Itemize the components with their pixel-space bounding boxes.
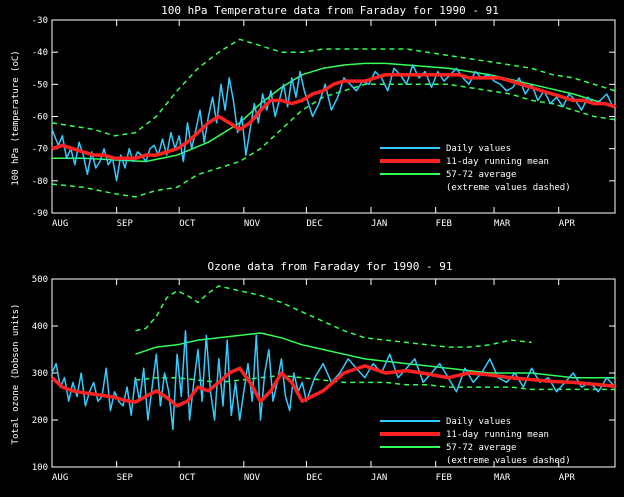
legend-average-label: 57-72 average xyxy=(446,443,516,453)
temperature-x-month-label: MAR xyxy=(494,219,511,229)
temperature-y-tick-label: -70 xyxy=(32,145,48,155)
ozone-y-axis-label: Total ozone (Dobson units) xyxy=(11,304,21,445)
ozone-panel: Ozone data from Faraday for 1990 - 91 To… xyxy=(11,260,616,483)
ozone-y-tick-label: 400 xyxy=(32,322,48,332)
ozone-daily-line xyxy=(51,329,616,431)
ozone-x-month-label: NOV xyxy=(244,473,261,483)
legend-extremes-note: (extreme values dashed) xyxy=(446,183,571,193)
ozone-legend: Daily values 11-day running mean 57-72 a… xyxy=(380,417,571,466)
ozone-x-month-label: JAN xyxy=(371,473,387,483)
ozone-x-month-label: AUG xyxy=(52,473,68,483)
ozone-x-month-label: SEP xyxy=(117,473,134,483)
legend-extremes-note: (extreme values dashed) xyxy=(446,456,571,466)
legend-daily-label: Daily values xyxy=(446,144,511,154)
temperature-y-tick-label: -30 xyxy=(32,16,48,26)
legend-daily-label: Daily values xyxy=(446,417,511,427)
temperature-x-month-label: FEB xyxy=(436,219,452,229)
temperature-average-line xyxy=(52,62,616,163)
temperature-min-dashed-line xyxy=(51,83,616,198)
temperature-x-month-label: SEP xyxy=(117,219,134,229)
ozone-x-month-label: DEC xyxy=(306,473,322,483)
temperature-x-month-label: JAN xyxy=(371,219,387,229)
ozone-x-month-label: MAR xyxy=(494,473,511,483)
temperature-daily-line xyxy=(51,64,614,182)
ozone-mean-line xyxy=(50,364,616,408)
ozone-max-dashed-line xyxy=(135,285,532,348)
ozone-x-month-label: APR xyxy=(559,473,576,483)
temperature-legend: Daily values 11-day running mean 57-72 a… xyxy=(380,144,571,193)
ozone-x-month-label: OCT xyxy=(179,473,196,483)
temperature-mean-line xyxy=(51,72,616,161)
temperature-x-month-label: AUG xyxy=(52,219,68,229)
temperature-x-month-label: DEC xyxy=(306,219,322,229)
temperature-x-month-label: NOV xyxy=(244,219,261,229)
ozone-y-tick-label: 500 xyxy=(32,275,48,285)
temperature-y-tick-label: -90 xyxy=(32,209,48,219)
ozone-y-tick-label: 200 xyxy=(32,416,48,426)
temperature-y-tick-label: -40 xyxy=(32,48,48,58)
legend-mean-label: 11-day running mean xyxy=(446,157,549,167)
legend-average-label: 57-72 average xyxy=(446,170,516,180)
temperature-y-axis-label: 100 hPa (temperature (oC) xyxy=(11,50,21,185)
legend-mean-label: 11-day running mean xyxy=(446,430,549,440)
ozone-y-tick-label: 100 xyxy=(32,463,48,473)
temperature-x-month-label: APR xyxy=(559,219,576,229)
temperature-chart-title: 100 hPa Temperature data from Faraday fo… xyxy=(161,4,499,17)
ozone-chart-title: Ozone data from Faraday for 1990 - 91 xyxy=(207,260,452,273)
temperature-panel: 100 hPa Temperature data from Faraday fo… xyxy=(11,4,616,229)
ozone-x-month-label: FEB xyxy=(436,473,452,483)
ozone-y-tick-label: 300 xyxy=(32,369,48,379)
temperature-y-tick-label: -60 xyxy=(32,113,48,123)
temperature-y-tick-label: -80 xyxy=(32,177,48,187)
temperature-x-month-label: OCT xyxy=(179,219,196,229)
temperature-y-tick-label: -50 xyxy=(32,80,48,90)
